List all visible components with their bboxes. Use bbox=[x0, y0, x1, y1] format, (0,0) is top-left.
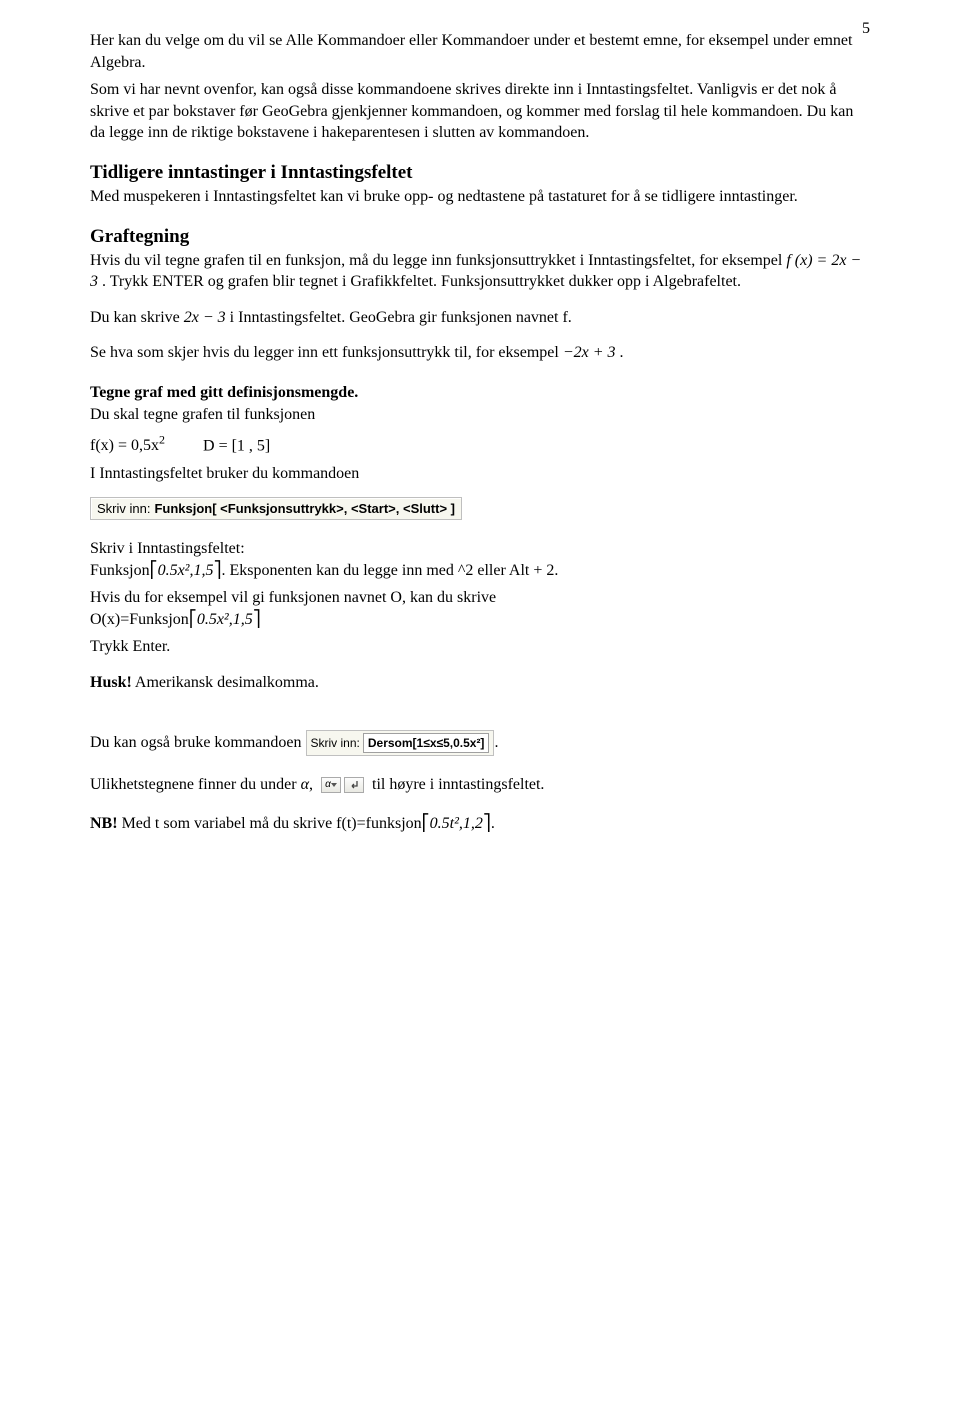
intro-block: Her kan du velge om du vil se Alle Komma… bbox=[90, 30, 870, 144]
tegne-domain: D = [1 , 5] bbox=[203, 437, 270, 454]
tegne-husk-line: Husk! Amerikansk desimalkomma. bbox=[90, 672, 870, 694]
graftegning-p2b: i Inntastingsfeltet. GeoGebra gir funksj… bbox=[230, 309, 572, 326]
dersom-period: . bbox=[494, 733, 498, 750]
husk-rest: Amerikansk desimalkomma. bbox=[132, 674, 319, 691]
tegne-skrivline: Skriv i Inntastingsfeltet: bbox=[90, 538, 870, 560]
nb-period: . bbox=[491, 815, 495, 832]
funksjon-prefix: Funksjon bbox=[90, 562, 150, 579]
nb-args: 0.5t²,1,2 bbox=[430, 815, 483, 832]
dersom-bar-label: Skriv inn: bbox=[311, 735, 360, 751]
tegne-formula-lhs: f(x) = 0,5x2 bbox=[90, 437, 165, 454]
tidligere-block: Tidligere inntastinger i Inntastingsfelt… bbox=[90, 162, 870, 208]
ox-args: 0.5x²,1,5 bbox=[197, 611, 253, 628]
nb-text: Med t som variabel må du skrive f(t)=fun… bbox=[118, 815, 422, 832]
command-input-bar[interactable]: Skriv inn: Funksjon[ <Funksjonsuttrykk>,… bbox=[90, 497, 462, 520]
tegne-heading: Tegne graf med gitt definisjonsmengde. bbox=[90, 382, 870, 404]
dersom-bar-value: Dersom[1≤x≤5,0.5x²] bbox=[363, 733, 490, 753]
dersom-prefix: Du kan også bruke kommandoen bbox=[90, 733, 306, 750]
graftegning-p3a: Se hva som skjer hvis du legger inn ett … bbox=[90, 344, 563, 361]
tegne-ox-line: O(x)=Funksjon⎡0.5x²,1,5⎤ bbox=[90, 609, 870, 631]
ulikhet-comma: , bbox=[309, 776, 313, 793]
ulikhet-suffix: til høyre i inntastingsfeltet. bbox=[372, 776, 544, 793]
intro-paragraph-1: Her kan du velge om du vil se Alle Komma… bbox=[90, 30, 870, 73]
tegne-trykk: Trykk Enter. bbox=[90, 636, 870, 658]
tegne-block: Tegne graf med gitt definisjonsmengde. D… bbox=[90, 382, 870, 694]
dersom-block: Du kan også bruke kommandoen Skriv inn: … bbox=[90, 730, 870, 756]
ulikhet-line: Ulikhetstegnene finner du under α, α til… bbox=[90, 774, 870, 796]
alpha-button[interactable]: α bbox=[321, 777, 341, 793]
page-number: 5 bbox=[862, 20, 870, 38]
husk-label: Husk! bbox=[90, 674, 132, 691]
graftegning-heading: Graftegning bbox=[90, 226, 870, 248]
graftegning-p2-formula: 2x − 3 bbox=[184, 309, 226, 326]
graftegning-p1a: Hvis du vil tegne grafen til en funksjon… bbox=[90, 252, 786, 269]
help-button[interactable] bbox=[344, 777, 364, 793]
graftegning-block: Graftegning Hvis du vil tegne grafen til… bbox=[90, 226, 870, 364]
graftegning-p2: Du kan skrive 2x − 3 i Inntastingsfeltet… bbox=[90, 307, 870, 329]
nb-label: NB! bbox=[90, 815, 118, 832]
tegne-formula-row: f(x) = 0,5x2 D = [1 , 5] bbox=[90, 433, 870, 455]
input-bar-label: Skriv inn: bbox=[97, 501, 150, 516]
tegne-hvis-line: Hvis du for eksempel vil gi funksjonen n… bbox=[90, 587, 870, 609]
funksjon-exp-note: . Eksponenten kan du legge inn med ^2 el… bbox=[221, 562, 558, 579]
graftegning-p3-formula: −2x + 3 bbox=[563, 344, 616, 361]
alpha-symbol: α bbox=[301, 776, 309, 793]
nb-block: NB! Med t som variabel må du skrive f(t)… bbox=[90, 813, 870, 835]
nb-line: NB! Med t som variabel må du skrive f(t)… bbox=[90, 813, 870, 835]
document-page: 5 Her kan du velge om du vil se Alle Kom… bbox=[0, 0, 960, 893]
graftegning-p2a: Du kan skrive bbox=[90, 309, 184, 326]
tegne-funksjon-line: Funksjon⎡0.5x²,1,5⎤. Eksponenten kan du … bbox=[90, 560, 870, 582]
dersom-line: Du kan også bruke kommandoen Skriv inn: … bbox=[90, 730, 870, 756]
tegne-intro: Du skal tegne grafen til funksjonen bbox=[90, 404, 870, 426]
dersom-input-bar[interactable]: Skriv inn: Dersom[1≤x≤5,0.5x²] bbox=[306, 730, 495, 756]
ulikhet-prefix: Ulikhetstegnene finner du under bbox=[90, 776, 301, 793]
ox-prefix: O(x)=Funksjon bbox=[90, 611, 189, 628]
funksjon-args: 0.5x²,1,5 bbox=[158, 562, 214, 579]
input-bar-value: Funksjon[ <Funksjonsuttrykk>, <Start>, <… bbox=[154, 501, 455, 516]
graftegning-p1: Hvis du vil tegne grafen til en funksjon… bbox=[90, 250, 870, 293]
toolbar-button-group: α bbox=[321, 777, 364, 793]
intro-paragraph-2: Som vi har nevnt ovenfor, kan også disse… bbox=[90, 79, 870, 144]
tidligere-heading: Tidligere inntastinger i Inntastingsfelt… bbox=[90, 162, 870, 184]
tegne-line2: I Inntastingsfeltet bruker du kommandoen bbox=[90, 463, 870, 485]
ulikhet-block: Ulikhetstegnene finner du under α, α til… bbox=[90, 774, 870, 796]
enter-arrow-icon bbox=[348, 779, 360, 791]
graftegning-p3b: . bbox=[620, 344, 624, 361]
tidligere-body: Med muspekeren i Inntastingsfeltet kan v… bbox=[90, 186, 870, 208]
graftegning-p3: Se hva som skjer hvis du legger inn ett … bbox=[90, 342, 870, 364]
graftegning-p1b: . Trykk ENTER og grafen blir tegnet i Gr… bbox=[102, 273, 741, 290]
dropdown-arrow-icon bbox=[331, 782, 337, 788]
